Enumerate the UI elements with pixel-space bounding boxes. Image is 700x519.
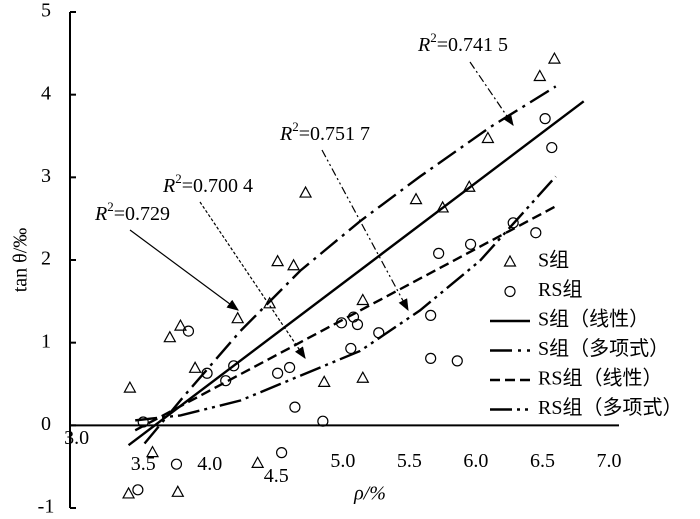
circle-point	[433, 247, 445, 259]
triangle-point	[251, 456, 265, 468]
annotation-arrow	[199, 201, 306, 359]
legend-label: S组	[538, 249, 569, 272]
triangle-point	[409, 192, 423, 205]
triangle-point	[356, 370, 370, 383]
triangle-point	[287, 258, 301, 271]
annotation-value: =0.729	[114, 203, 170, 225]
x-tick-label: 6.5	[530, 450, 555, 472]
fit-line	[134, 205, 557, 432]
annotation-arrow	[129, 229, 239, 311]
annotation-value: =0.751 7	[299, 123, 370, 145]
x-tick-label: 5.5	[397, 450, 422, 472]
x-tick-label: 7.0	[597, 450, 622, 472]
circle-point	[504, 285, 516, 298]
circle-point	[425, 309, 437, 321]
triangle-point	[163, 330, 177, 343]
triangle-point	[171, 485, 185, 497]
circle-point	[228, 360, 240, 372]
x-tick-label: 3.0	[64, 427, 89, 449]
circle-point	[289, 401, 301, 413]
annotation-arrow	[469, 61, 514, 126]
annotation: R2=0.751 7	[279, 119, 370, 145]
y-tick-label: 0	[41, 413, 51, 435]
circle-point	[530, 227, 542, 239]
circle-point	[464, 238, 477, 250]
triangle-point	[481, 131, 495, 144]
legend-label: RS组（线性）	[538, 367, 662, 390]
annotation-value: =0.700 4	[182, 175, 253, 197]
annotation-r: R	[94, 203, 107, 225]
x-axis-label: ρ/%	[353, 483, 386, 505]
circle-point	[170, 458, 183, 470]
y-tick-label: 1	[41, 330, 51, 352]
circle-point	[539, 113, 551, 125]
y-tick-label: 3	[41, 165, 51, 187]
triangle-point	[231, 311, 245, 324]
triangle-point	[145, 445, 160, 458]
circle-point	[132, 484, 144, 496]
fit-line	[127, 100, 585, 447]
annotation: R2=0.700 4	[162, 171, 253, 197]
fit-line	[135, 175, 557, 422]
triangle-point	[356, 293, 370, 306]
y-tick-label: 2	[41, 248, 51, 270]
circle-point	[451, 355, 463, 367]
circle-point	[272, 367, 284, 379]
legend-label: RS组	[538, 278, 582, 301]
annotation-arrow	[321, 149, 409, 312]
fit-line	[143, 85, 557, 445]
triangle-point	[533, 69, 547, 82]
circle-point	[283, 361, 296, 374]
x-tick-label: 4.0	[197, 453, 222, 475]
circle-point	[182, 325, 195, 337]
legend-label: S组（多项式）	[538, 337, 669, 360]
legend-label: RS组（多项式）	[538, 396, 682, 419]
y-tick-label: 5	[41, 0, 51, 22]
y-tick-label: 4	[41, 82, 51, 104]
y-tick-label: -1	[38, 496, 55, 518]
legend-label: S组（线性）	[538, 308, 649, 331]
circle-point	[201, 367, 213, 379]
triangle-point	[122, 486, 136, 499]
triangle-point	[188, 361, 202, 373]
circle-point	[317, 415, 329, 427]
circle-point	[345, 342, 357, 355]
circle-point	[276, 447, 288, 459]
x-tick-label: 3.5	[131, 453, 156, 475]
circle-point	[351, 318, 364, 331]
triangle-point	[503, 254, 517, 267]
circle-point	[425, 352, 437, 364]
annotation-r: R	[279, 123, 292, 145]
x-tick-label: 5.0	[330, 450, 355, 472]
y-axis-label: tan θ/‰	[10, 228, 32, 293]
annotation: R2=0.741 5	[417, 30, 508, 56]
triangle-point	[317, 375, 331, 387]
x-tick-label: 6.0	[463, 450, 488, 472]
triangle-point	[173, 318, 187, 331]
annotation: R2=0.729	[94, 199, 170, 225]
triangle-point	[123, 380, 137, 393]
annotation-sup: 2	[430, 30, 437, 45]
annotation-r: R	[417, 34, 430, 56]
triangle-point	[271, 254, 285, 267]
x-tick-label: 4.5	[264, 465, 289, 487]
annotation-sup: 2	[107, 199, 114, 214]
annotation-value: =0.741 5	[437, 34, 508, 56]
annotation-sup: 2	[175, 171, 182, 186]
annotation-r: R	[162, 175, 175, 197]
annotation-sup: 2	[292, 119, 299, 134]
circle-point	[546, 141, 558, 154]
triangle-point	[299, 185, 313, 198]
triangle-point	[547, 51, 561, 64]
